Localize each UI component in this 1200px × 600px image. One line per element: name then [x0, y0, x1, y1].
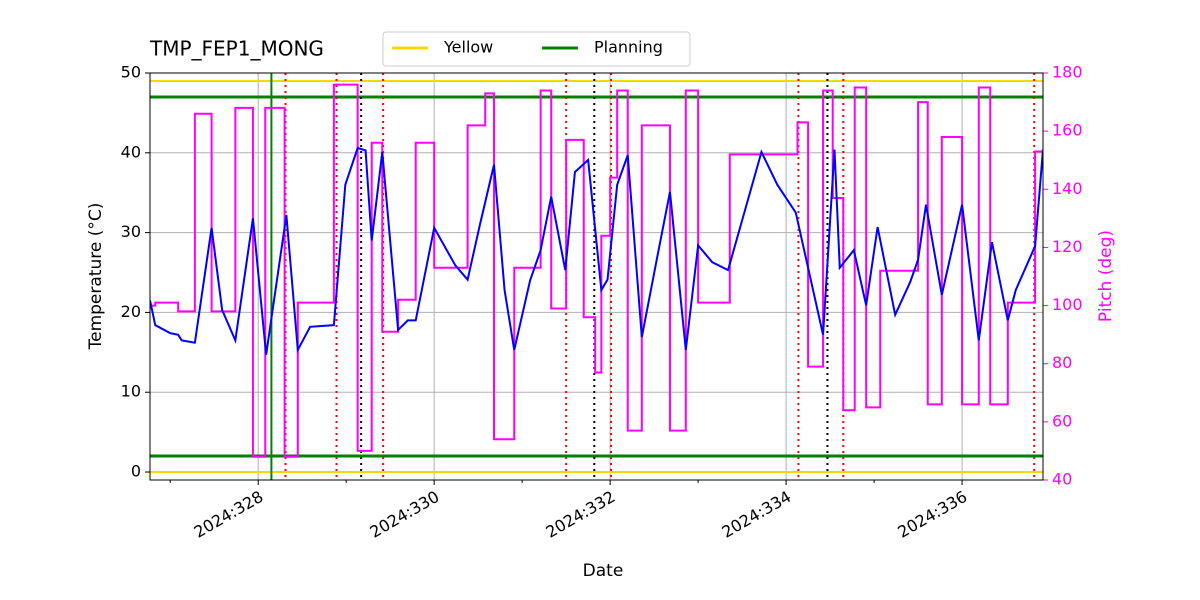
series-line — [150, 83, 1043, 458]
y-tick-label: 10 — [121, 382, 141, 401]
y2-tick-label: 120 — [1052, 237, 1083, 256]
y2-tick-label: 40 — [1052, 470, 1072, 489]
y-axis-label: Temperature (°C) — [86, 203, 106, 351]
x-tick-label: 2024:328 — [191, 487, 267, 542]
x-tick-label: 2024:330 — [367, 487, 443, 542]
y2-tick-label: 140 — [1052, 179, 1083, 198]
x-axis-label: Date — [583, 561, 624, 581]
y2-tick-label: 100 — [1052, 295, 1083, 314]
x-tick-label: 2024:332 — [543, 487, 619, 542]
plot-area — [150, 73, 1043, 480]
x-tick-label: 2024:334 — [718, 487, 794, 542]
x-tick-label: 2024:336 — [894, 487, 970, 542]
y-tick-label: 50 — [121, 63, 141, 82]
y-tick-label: 20 — [121, 302, 141, 321]
plot-frame — [149, 72, 1044, 481]
y-tick-label: 40 — [121, 142, 141, 161]
y2-tick-label: 160 — [1052, 121, 1083, 140]
series-line — [150, 146, 1043, 355]
legend-label: Planning — [594, 38, 663, 57]
legend: Yellow Planning — [382, 31, 691, 67]
legend-label: Yellow — [443, 38, 493, 57]
chart-title: TMP_FEP1_MONG — [149, 37, 324, 61]
y2-tick-label: 180 — [1052, 63, 1083, 82]
y-tick-label: 30 — [121, 222, 141, 241]
y2-axis-label: Pitch (deg) — [1096, 230, 1116, 322]
y2-tick-label: 80 — [1052, 353, 1072, 372]
y-tick-label: 0 — [131, 462, 141, 481]
legend-box — [382, 31, 691, 67]
y2-tick-label: 60 — [1052, 411, 1072, 430]
